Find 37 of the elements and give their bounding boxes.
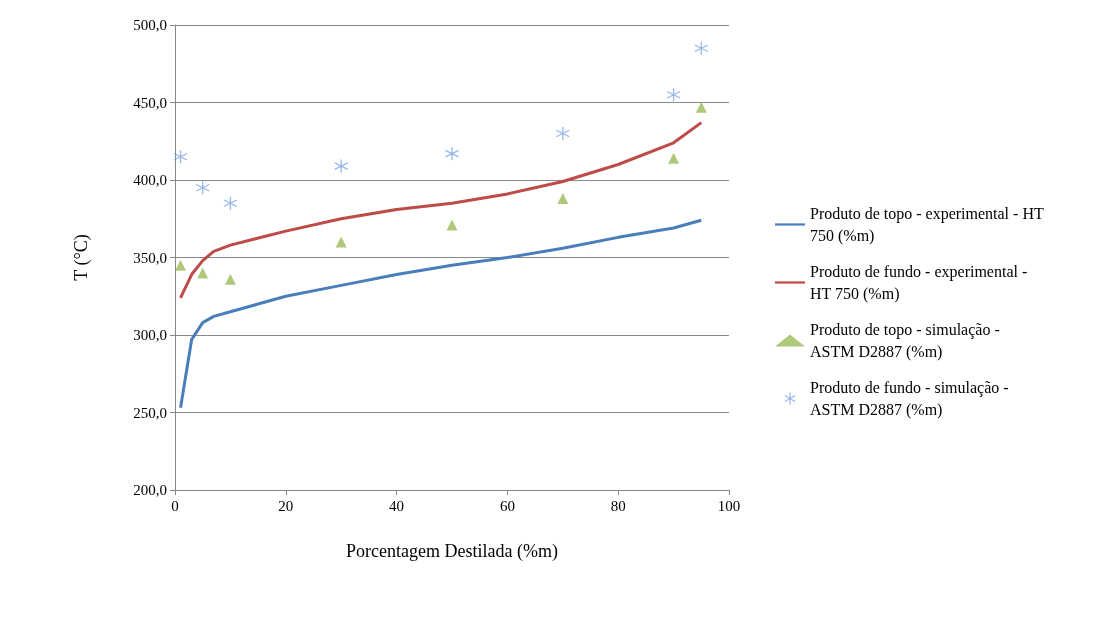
x-tick-label: 60 bbox=[499, 497, 515, 514]
point bbox=[446, 219, 458, 231]
y-tick-label: 200,0 bbox=[133, 482, 167, 498]
point bbox=[666, 87, 681, 102]
x-tick-label: 80 bbox=[610, 497, 626, 514]
y-tick-label: 450,0 bbox=[133, 94, 167, 111]
y-tick-label: 300,0 bbox=[133, 327, 167, 343]
point bbox=[555, 126, 570, 141]
point bbox=[444, 146, 460, 161]
point bbox=[197, 267, 209, 279]
legend-label: Produto de topo - experimental - HT 750 (%m) bbox=[810, 205, 1048, 245]
x-axis-title: Porcentagem Destilada (%m) bbox=[346, 541, 558, 562]
point bbox=[695, 101, 707, 113]
point bbox=[668, 152, 680, 164]
y-tick-label: 350,0 bbox=[133, 249, 167, 266]
point bbox=[557, 193, 569, 205]
line-series bbox=[179, 121, 703, 300]
legend-label: Produto de fundo - experimental - HT 750 (%m) bbox=[810, 263, 1032, 303]
x-tick-label: 20 bbox=[278, 497, 294, 514]
y-tick-label: 500,0 bbox=[133, 17, 167, 33]
point bbox=[195, 180, 210, 195]
x-tick-label: 100 bbox=[717, 497, 741, 514]
point bbox=[334, 158, 349, 174]
point bbox=[335, 236, 347, 248]
point bbox=[223, 196, 238, 211]
y-tick-label: 250,0 bbox=[133, 404, 167, 421]
y-tick-label: 400,0 bbox=[133, 172, 167, 188]
legend-label: Produto de fundo - simulação - ASTM D2887 (%m) bbox=[810, 379, 1013, 419]
legend-label: Produto de topo - simulação - ASTM D2887 (%m) bbox=[810, 321, 1004, 361]
point bbox=[224, 273, 236, 285]
line-series bbox=[179, 218, 703, 410]
point bbox=[175, 259, 187, 271]
x-tick-label: 40 bbox=[389, 497, 405, 514]
x-tick-label: 0 bbox=[171, 497, 179, 514]
point bbox=[173, 149, 188, 164]
y-axis-title: T (°C) bbox=[71, 234, 92, 281]
point bbox=[694, 41, 709, 56]
